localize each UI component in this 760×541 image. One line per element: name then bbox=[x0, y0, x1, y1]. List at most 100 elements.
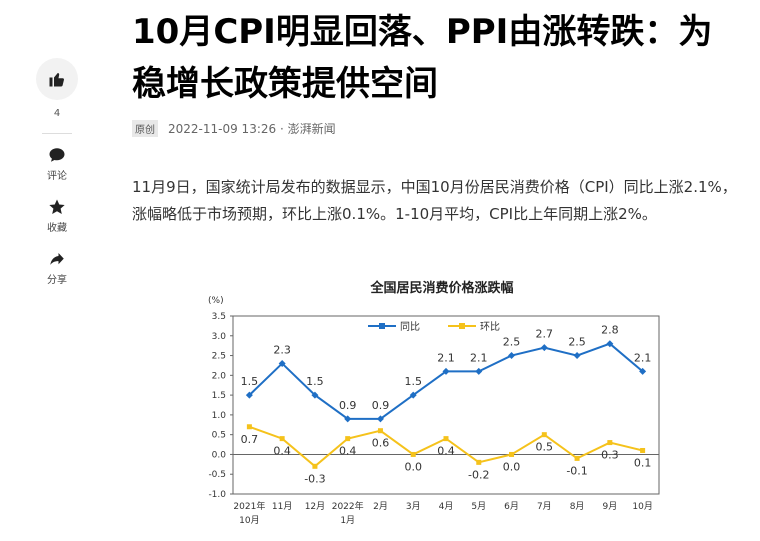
series-point bbox=[409, 391, 417, 399]
favorite-button[interactable]: 收藏 bbox=[34, 198, 80, 234]
legend-label: 同比 bbox=[400, 321, 420, 333]
series-point bbox=[246, 424, 252, 430]
y-tick-label: 1.5 bbox=[212, 391, 226, 401]
data-label: 2.1 bbox=[437, 351, 455, 364]
y-tick-label: -1.0 bbox=[208, 490, 226, 500]
publish-info: 2022-11-09 13:26 · 澎湃新闻 bbox=[168, 122, 336, 136]
article-paragraph: 11月9日，国家统计局发布的数据显示，中国10月份居民消费价格（CPI）同比上涨… bbox=[132, 178, 737, 223]
y-tick-label: 3.0 bbox=[212, 332, 227, 342]
series-point bbox=[312, 463, 318, 469]
series-point bbox=[311, 391, 319, 399]
share-button[interactable]: 分享 bbox=[34, 250, 80, 286]
x-tick-label: 7月 bbox=[537, 501, 552, 512]
series-point bbox=[606, 340, 614, 348]
data-label: 0.7 bbox=[241, 433, 259, 446]
comment-label: 评论 bbox=[47, 171, 67, 182]
series-point bbox=[574, 455, 580, 461]
series-point bbox=[443, 436, 449, 442]
series-point bbox=[541, 432, 547, 438]
series-point bbox=[245, 391, 253, 399]
x-tick-label: 10月 bbox=[239, 515, 259, 526]
original-badge: 原创 bbox=[132, 120, 158, 137]
series-point bbox=[508, 352, 516, 360]
series-point bbox=[442, 367, 450, 375]
data-label: 0.0 bbox=[503, 460, 521, 473]
data-label: 0.3 bbox=[601, 449, 619, 462]
data-label: 2.1 bbox=[634, 351, 652, 364]
data-label: 2.7 bbox=[536, 328, 554, 341]
like-count: 4 bbox=[53, 108, 61, 119]
comment-button[interactable]: 评论 bbox=[34, 146, 80, 182]
data-label: 0.0 bbox=[404, 460, 422, 473]
x-tick-label: 8月 bbox=[570, 501, 585, 512]
data-label: 0.9 bbox=[339, 399, 357, 412]
series-point bbox=[640, 447, 646, 453]
series-point bbox=[476, 459, 482, 465]
series-point bbox=[475, 367, 483, 375]
series-point bbox=[376, 415, 384, 423]
x-tick-label: 12月 bbox=[305, 501, 325, 512]
data-label: 2.8 bbox=[601, 324, 619, 337]
series-point bbox=[607, 440, 613, 446]
data-label: 0.1 bbox=[634, 456, 652, 469]
x-tick-label: 9月 bbox=[602, 501, 617, 512]
x-tick-label: 2021年 bbox=[233, 500, 265, 512]
series-point bbox=[377, 428, 383, 434]
x-tick-label: 2022年 bbox=[332, 500, 364, 512]
y-tick-label: 1.0 bbox=[212, 411, 227, 421]
x-tick-label: 10月 bbox=[632, 501, 652, 512]
thumbs-up-icon bbox=[49, 73, 64, 87]
chart-title: 全国居民消费价格涨跌幅 bbox=[369, 280, 513, 296]
data-label: 1.5 bbox=[404, 375, 422, 388]
x-tick-label: 1月 bbox=[340, 515, 355, 526]
data-label: 0.4 bbox=[339, 445, 357, 458]
series-point bbox=[410, 451, 416, 457]
star-icon bbox=[49, 199, 65, 214]
cpi-chart-svg: 全国居民消费价格涨跌幅 (%) 3.5 3.0 2.5 2.0 1.5 1.0 0.5 0.0 -0… bbox=[208, 280, 660, 526]
legend-label: 环比 bbox=[480, 321, 500, 333]
y-tick-label: 0.5 bbox=[212, 431, 226, 441]
data-label: 0.5 bbox=[536, 441, 554, 454]
series-point bbox=[345, 436, 351, 442]
data-label: 0.4 bbox=[273, 445, 291, 458]
data-label: 0.4 bbox=[437, 445, 455, 458]
data-label: 1.5 bbox=[306, 375, 324, 388]
y-axis-unit: (%) bbox=[208, 296, 224, 306]
cpi-chart: 全国居民消费价格涨跌幅 (%) 3.5 3.0 2.5 2.0 1.5 1.0 0.5 0.0 -0… bbox=[196, 278, 676, 541]
comment-icon bbox=[49, 148, 65, 162]
share-label: 分享 bbox=[47, 275, 67, 286]
x-tick-label: 2月 bbox=[373, 501, 388, 512]
data-label: 1.5 bbox=[241, 375, 259, 388]
series-point bbox=[573, 352, 581, 360]
data-label: 2.1 bbox=[470, 351, 488, 364]
series-point bbox=[540, 344, 548, 352]
data-label: -0.1 bbox=[566, 464, 587, 477]
data-label: 0.9 bbox=[372, 399, 390, 412]
plot-frame bbox=[232, 315, 660, 495]
article-sidebar: 4 评论 收藏 分享 bbox=[34, 58, 80, 302]
data-label: -0.2 bbox=[468, 468, 489, 481]
series-point bbox=[509, 451, 515, 457]
y-tick-label: -0.5 bbox=[208, 470, 226, 480]
like-button[interactable] bbox=[36, 58, 78, 100]
article-title: 10月CPI明显回落、PPI由涨转跌：为稳增长政策提供空间 bbox=[132, 12, 713, 104]
y-tick-label: 0.0 bbox=[212, 450, 227, 460]
share-icon bbox=[50, 253, 64, 265]
x-tick-label: 6月 bbox=[504, 501, 519, 512]
data-label: -0.3 bbox=[304, 472, 325, 485]
x-tick-label: 11月 bbox=[272, 501, 292, 512]
article-meta: 原创 2022-11-09 13:26 · 澎湃新闻 bbox=[132, 120, 336, 137]
y-tick-label: 3.5 bbox=[212, 312, 226, 322]
data-label: 2.3 bbox=[273, 343, 291, 356]
legend-marker bbox=[459, 323, 465, 329]
data-label: 2.5 bbox=[568, 336, 586, 349]
series-point bbox=[279, 436, 285, 442]
x-tick-label: 3月 bbox=[406, 501, 421, 512]
data-label: 0.6 bbox=[372, 437, 390, 450]
x-tick-label: 5月 bbox=[471, 501, 486, 512]
y-tick-label: 2.5 bbox=[212, 352, 226, 362]
data-label: 2.5 bbox=[503, 336, 521, 349]
sidebar-divider bbox=[42, 133, 72, 134]
series-point bbox=[639, 367, 647, 375]
x-tick-label: 4月 bbox=[439, 501, 454, 512]
